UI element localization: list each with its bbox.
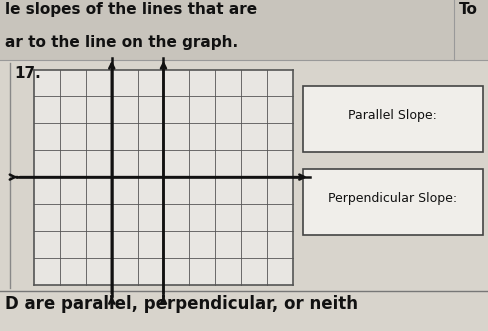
Text: 17.: 17. xyxy=(15,66,41,81)
Text: le slopes of the lines that are: le slopes of the lines that are xyxy=(5,2,257,17)
Text: Parallel Slope:: Parallel Slope: xyxy=(348,109,437,122)
Text: ar to the line on the graph.: ar to the line on the graph. xyxy=(5,35,238,50)
Bar xyxy=(0,0,488,60)
Bar xyxy=(34,70,293,285)
Text: Perpendicular Slope:: Perpendicular Slope: xyxy=(328,192,457,205)
Bar xyxy=(303,86,483,152)
Text: To: To xyxy=(459,2,478,17)
Bar xyxy=(303,169,483,235)
Text: D are parallel, perpendicular, or neith: D are parallel, perpendicular, or neith xyxy=(5,295,358,312)
